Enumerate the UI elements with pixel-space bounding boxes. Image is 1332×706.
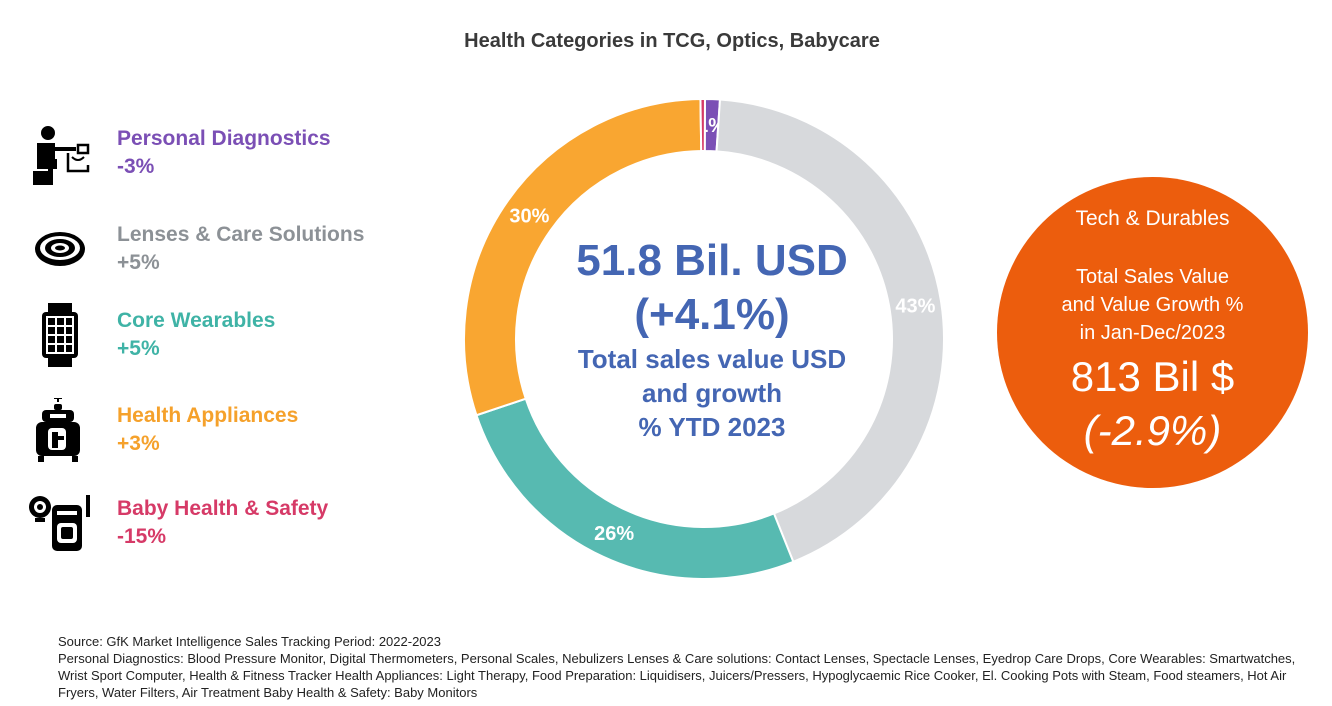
legend-item-health-appliances: Health Appliances +3% [28,398,428,468]
tech-durables-subtitle: Total Sales Value and Value Growth % in … [997,263,1308,347]
chart-title: Health Categories in TCG, Optics, Babyca… [464,30,880,52]
legend-text: Personal Diagnostics -3% [117,125,331,181]
legend-label: Lenses & Care Solutions [117,223,365,246]
legend-item-personal-diagnostics: Personal Diagnostics -3% [28,121,428,191]
donut-slice-baby-health-safety [699,98,706,153]
tech-durables-subtitle-line: in Jan-Dec/2023 [1079,322,1226,344]
legend-item-lenses-care: Lenses & Care Solutions +5% [28,217,428,287]
tech-durables-value: 813 Bil $ [1070,353,1235,400]
legend-text: Core Wearables +5% [117,307,275,363]
donut-slice-label: 30% [509,205,549,227]
legend-growth: +5% [117,337,160,360]
center-caption-line: Total sales value USD [577,344,847,374]
legend-item-core-wearables: Core Wearables +5% [28,303,428,373]
tech-durables-title: Tech & Durables [1075,207,1230,230]
legend-text: Baby Health & Safety -15% [117,495,328,551]
eye-lens-icon [35,232,85,266]
humidifier-appliance-icon [36,398,80,462]
legend-text: Health Appliances +3% [117,402,298,458]
smartwatch-icon [42,303,78,367]
legend-label: Core Wearables [117,309,276,332]
center-caption-line: and growth [641,378,783,408]
donut-slice-label: 26% [594,523,634,545]
blood-pressure-person-icon [33,126,90,185]
source-note: Source: GfK Market Intelligence Sales Tr… [58,633,1298,701]
tech-durables-subtitle-line: Total Sales Value [1075,266,1230,288]
center-growth: (+4.1%) [634,290,790,339]
tech-durables-subtitle-line: and Value Growth % [1061,294,1244,316]
center-caption-line: % YTD 2023 [638,412,786,442]
center-summary: 51.8 Bil. USD (+4.1%) Total sales value … [520,234,904,444]
donut-slice-label: 43% [895,295,935,317]
legend-label: Baby Health & Safety [117,497,329,520]
tech-durables-badge: Tech & Durables Total Sales Value and Va… [997,177,1308,488]
legend-item-baby-health-safety: Baby Health & Safety -15% [28,491,428,561]
legend-growth: +3% [117,432,160,455]
source-line: Source: GfK Market Intelligence Sales Tr… [58,634,441,649]
legend-growth: -3% [117,155,155,178]
legend-label: Health Appliances [117,404,299,427]
legend-text: Lenses & Care Solutions +5% [117,221,364,277]
tech-durables-growth: (-2.9%) [1083,407,1222,454]
baby-monitor-icon [29,495,90,551]
center-total-value: 51.8 Bil. USD [576,236,848,285]
donut-slice-lenses-care-solutions [715,98,945,564]
source-definitions: Personal Diagnostics: Blood Pressure Mon… [58,651,1296,700]
legend-growth: +5% [117,251,160,274]
legend-label: Personal Diagnostics [117,127,331,150]
legend-growth: -15% [117,525,167,548]
